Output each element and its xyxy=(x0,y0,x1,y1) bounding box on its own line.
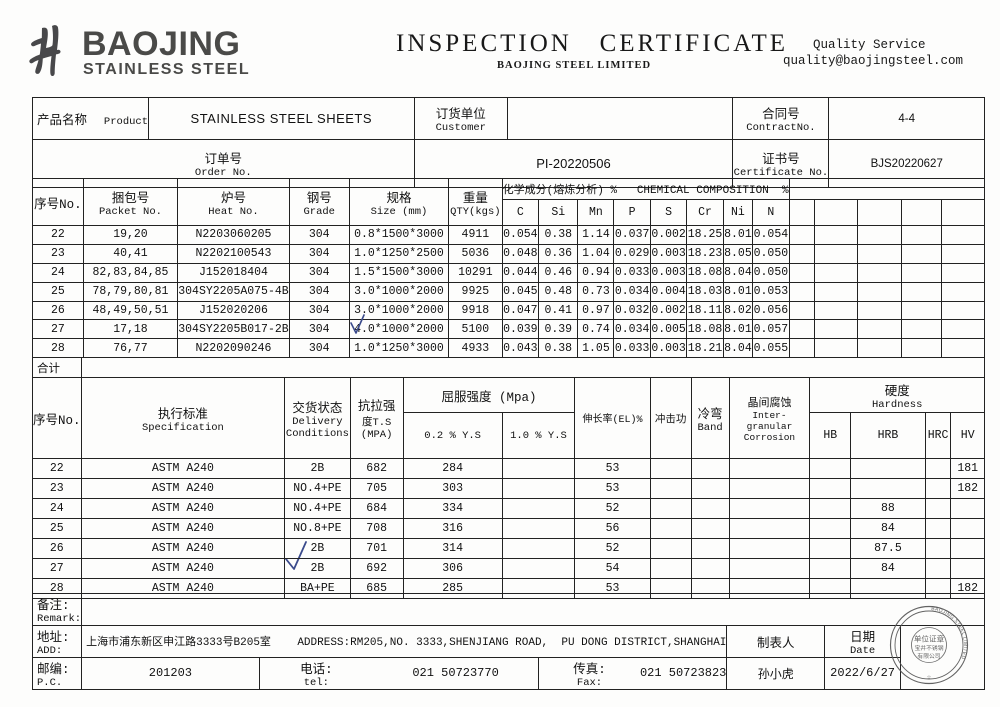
svg-text:有限公司: 有限公司 xyxy=(917,652,940,660)
svg-text:BAOJING STEEL LIMITED: BAOJING STEEL LIMITED xyxy=(931,606,968,660)
svg-text:宝井不锈钢: 宝井不锈钢 xyxy=(915,644,944,652)
svg-text:☆: ☆ xyxy=(927,674,932,681)
svg-text:单位证章: 单位证章 xyxy=(914,634,945,644)
